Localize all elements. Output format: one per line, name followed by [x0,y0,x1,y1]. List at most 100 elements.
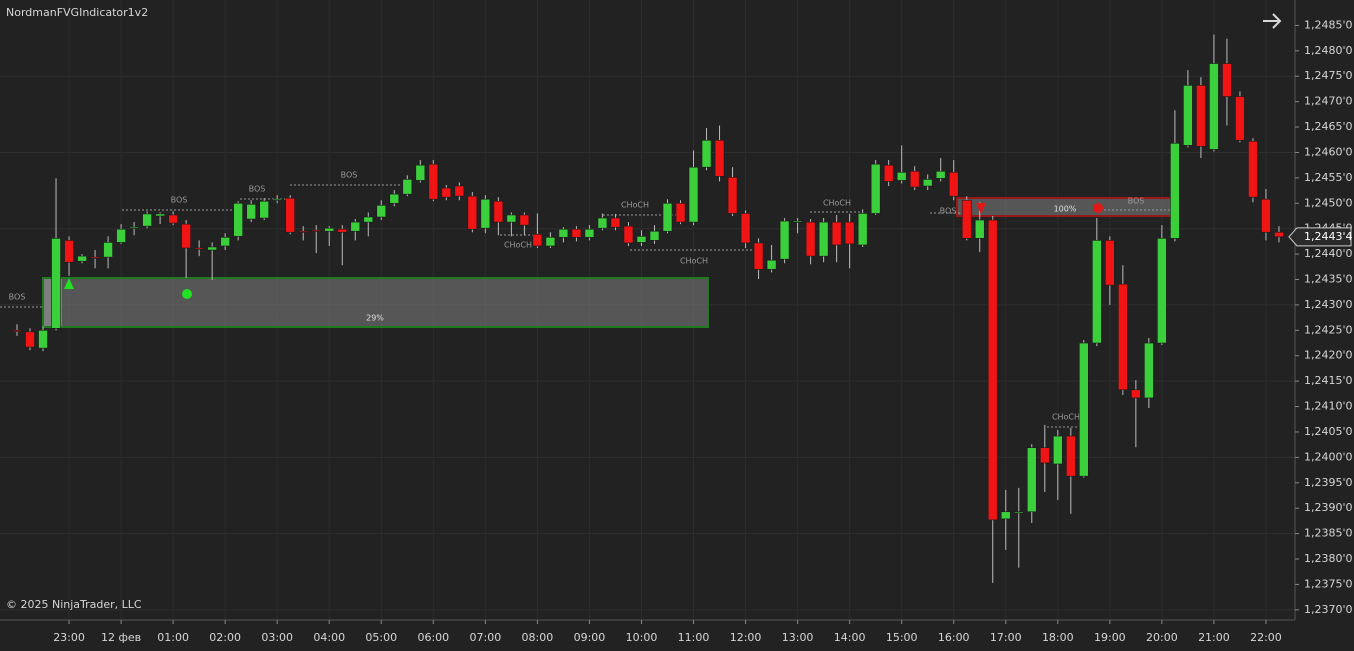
structure-label: CHoCH [1052,413,1080,422]
candle-body [792,220,803,223]
candle-body [766,259,777,270]
candle-body [597,217,608,229]
candle-body [727,177,738,214]
candle-body [506,214,517,223]
x-tick-label: 05:00 [365,631,397,644]
candle-body [623,225,634,244]
candle-body [688,166,699,223]
candle-body [90,256,100,259]
x-tick-label: 08:00 [522,631,554,644]
x-tick-label: 15:00 [886,631,918,644]
overlay: 29% 100% BOS BOS BOS BOS BOS BOS CHoCH CHoCH CHoCH… [0,171,1177,428]
x-tick-label: 09:00 [574,631,606,644]
y-tick-label: 1,2410'0 [1304,400,1353,413]
candle-body [1118,283,1128,391]
candle-body [1157,238,1167,344]
y-tick-label: 1,2485'0 [1304,18,1353,31]
candle-body [1222,63,1232,97]
markers [64,203,1103,299]
candle-body [1144,342,1154,399]
candle-body [584,228,595,238]
y-tick-label: 1,2425'0 [1304,323,1353,336]
x-tick-label: 23:00 [53,631,85,644]
candle-body [740,213,751,244]
x-tick-label: 12:00 [730,631,762,644]
candle-body [38,330,48,349]
y-tick-label: 1,2370'0 [1304,603,1353,616]
candle-body [1170,143,1180,239]
candle-body [51,238,61,329]
candle-body [428,163,439,200]
candle-body [233,202,243,237]
candle-body [168,214,178,224]
candle-body [246,203,256,220]
candle-body [987,219,998,521]
candle-body [272,198,283,201]
candle-body [948,171,959,197]
candle-body [467,195,478,230]
y-tick-label: 1,2435'0 [1304,273,1353,286]
candle-body [961,199,972,239]
candle-body [558,228,569,238]
candle-body [194,247,204,250]
y-tick-label: 1,2465'0 [1304,120,1353,133]
candle-body [1066,435,1076,477]
x-tick-label: 13:00 [782,631,814,644]
fvg-label: 100% [1054,205,1077,214]
x-tick-label: 02:00 [209,631,241,644]
y-tick-label: 1,2455'0 [1304,171,1353,184]
x-tick-label: 16:00 [938,631,970,644]
candle-body [1183,85,1193,146]
y-tick-label: 1,2440'0 [1304,247,1353,260]
candle-body [454,185,465,197]
y-tick-label: 1,2380'0 [1304,552,1353,565]
candle-body [662,202,673,232]
candle-body [818,221,829,257]
y-tick-label: 1,2480'0 [1304,44,1353,57]
candle-body [870,163,881,214]
structure-label: BOS [1128,197,1145,206]
candle-body [896,171,907,181]
candle-body [545,237,556,247]
candle-body [532,233,543,247]
candle-body [207,246,217,251]
candle-body [25,331,35,348]
x-tick-label: 10:00 [626,631,658,644]
candle-body [480,198,491,229]
candle-body [1235,96,1245,141]
structure-label: BOS [171,196,188,205]
candle-body [298,230,309,233]
candle-body [935,170,946,179]
candle-body [415,164,426,181]
structure-label: BOS [249,185,266,194]
y-tick-label: 1,2475'0 [1304,69,1353,82]
candle-body [1196,85,1206,147]
x-tick-label: 06:00 [417,631,449,644]
sell-dot [1093,203,1103,213]
structure-label: CHoCH [504,241,532,250]
candle-body [259,200,269,219]
navigate-arrow[interactable] [1263,13,1282,29]
candle-body [376,205,387,218]
candle-body [1131,389,1141,399]
x-tick-label: 04:00 [313,631,345,644]
candle-body [909,170,920,188]
copyright: © 2025 NinjaTrader, LLC [6,598,142,611]
x-tick-label: 17:00 [990,631,1022,644]
candle-body [64,240,74,263]
candle-body [155,213,165,217]
candle-body [831,221,842,246]
fvg-zone [42,277,709,328]
candles [12,34,1284,583]
y-tick-label: 1,2405'0 [1304,425,1353,438]
candle-body [493,200,504,223]
candle-body [285,197,296,233]
candle-body [922,179,933,187]
candle-body [974,219,985,239]
candle-body [1079,342,1089,477]
structure-label: BOS [940,207,957,216]
candle-body [337,228,348,233]
candle-body [441,187,452,198]
